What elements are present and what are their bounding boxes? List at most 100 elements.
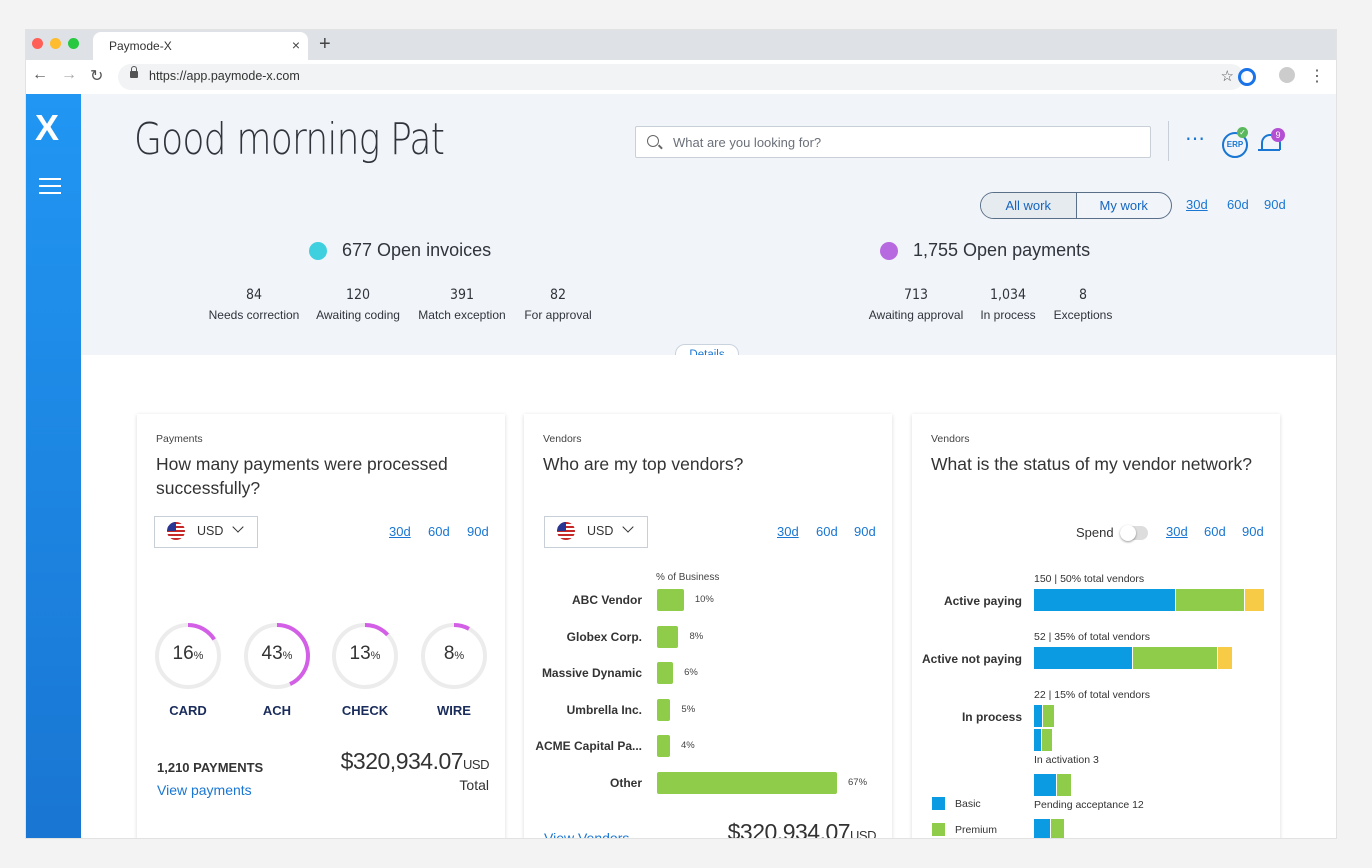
summary-header: Good morning Pat What are you looking fo… xyxy=(81,94,1336,366)
ring-check[interactable]: 13% CHECK xyxy=(330,621,400,718)
currency-select[interactable]: USD xyxy=(544,516,648,548)
vendor-row[interactable]: Umbrella Inc. 5% xyxy=(524,698,884,721)
vendor-row[interactable]: ABC Vendor 10% xyxy=(524,589,884,611)
network-range-60d[interactable]: 60d xyxy=(1204,524,1226,539)
vendors-range-60d[interactable]: 60d xyxy=(816,524,838,539)
vendor-bar xyxy=(657,625,679,648)
vendor-name: Globex Corp. xyxy=(566,629,642,644)
bookmark-star-icon[interactable]: ☆ xyxy=(1220,68,1234,85)
header-divider xyxy=(1168,121,1169,161)
ring-label: ACH xyxy=(262,703,292,718)
invoices-dot xyxy=(309,242,327,260)
view-payments-link[interactable]: View payments xyxy=(157,782,252,798)
reload-icon[interactable]: ↻ xyxy=(90,68,104,85)
network-subrow-bar[interactable] xyxy=(1034,729,1052,751)
ring-label: WIRE xyxy=(437,703,471,718)
new-tab-icon[interactable]: + xyxy=(319,33,331,55)
browser-tab[interactable]: Paymode-X × xyxy=(93,32,308,60)
header-range-90d[interactable]: 90d xyxy=(1264,197,1286,212)
payments-count: 1,210 PAYMENTS xyxy=(157,760,264,775)
stat-needs-correction[interactable]: 84 Needs correction xyxy=(208,287,300,322)
ring-label: CARD xyxy=(169,703,207,718)
extension-icon[interactable] xyxy=(1238,68,1256,86)
network-range-90d[interactable]: 90d xyxy=(1242,524,1264,539)
ring-percent: 43% xyxy=(261,643,293,664)
vendor-name: ACME Capital Pa... xyxy=(535,739,642,754)
legend-premium-label: Premium xyxy=(955,824,998,836)
vendor-row[interactable]: Other 67% xyxy=(524,772,884,794)
all-work-option[interactable]: All work xyxy=(981,193,1077,218)
profile-avatar[interactable] xyxy=(1279,67,1295,83)
stat-awaiting-approval[interactable]: 713 Awaiting approval xyxy=(868,287,964,322)
tab-close-icon[interactable]: × xyxy=(291,37,300,53)
minimize-window-button[interactable] xyxy=(50,38,61,49)
forward-icon[interactable]: → xyxy=(61,66,77,83)
payments-range-30d[interactable]: 30d xyxy=(389,524,411,539)
vendor-name: Other xyxy=(609,776,642,790)
search-icon xyxy=(647,135,659,147)
payments-range-60d[interactable]: 60d xyxy=(428,524,450,539)
network-range-30d[interactable]: 30d xyxy=(1166,524,1188,539)
network-row-bar[interactable] xyxy=(1034,589,1264,611)
network-bar-segment xyxy=(1132,647,1218,669)
network-bar-segment xyxy=(1174,589,1245,611)
header-range-60d[interactable]: 60d xyxy=(1227,197,1249,212)
network-row-caption: 150 | 50% total vendors xyxy=(1034,573,1145,585)
currency-value: USD xyxy=(197,524,224,538)
erp-sync-icon[interactable]: ERP xyxy=(1222,132,1248,158)
vendor-name: ABC Vendor xyxy=(571,593,642,607)
ring-ach[interactable]: 43% ACH xyxy=(242,621,312,718)
vendor-bar xyxy=(657,735,670,758)
stat-match-exception[interactable]: 391 Match exception xyxy=(418,287,506,322)
vendor-row[interactable]: ACME Capital Pa... 4% xyxy=(524,735,884,758)
vendor-name: Umbrella Inc. xyxy=(566,702,642,717)
ring-chart xyxy=(244,623,310,689)
us-flag-icon xyxy=(557,522,575,540)
stat-exceptions[interactable]: 8 Exceptions xyxy=(1053,287,1113,322)
close-window-button[interactable] xyxy=(32,38,43,49)
vendor-percent: 67% xyxy=(848,777,868,788)
vendor-row[interactable]: Globex Corp. 8% xyxy=(524,625,884,648)
vendor-network-card: Vendors What is the status of my vendor … xyxy=(912,414,1280,838)
search-placeholder: What are you looking for? xyxy=(673,135,822,150)
my-work-option[interactable]: My work xyxy=(1099,198,1148,213)
browser-menu-icon[interactable]: ⋮ xyxy=(1309,68,1325,85)
network-row-title: In process xyxy=(961,710,1022,724)
card-title: Who are my top vendors? xyxy=(543,454,744,474)
network-bar-segment xyxy=(1041,705,1054,727)
chevron-down-icon xyxy=(622,521,634,533)
network-row-bar[interactable] xyxy=(1034,705,1054,727)
search-input[interactable]: What are you looking for? xyxy=(635,126,1151,158)
view-vendors-link[interactable]: View Vendors xyxy=(544,830,630,838)
omnibox[interactable]: https://app.paymode-x.com ☆ xyxy=(118,64,1244,90)
more-options-icon[interactable]: ⋯ xyxy=(1185,128,1206,150)
menu-hamburger-icon[interactable] xyxy=(39,178,61,199)
vendors-range-90d[interactable]: 90d xyxy=(854,524,876,539)
vendor-percent: 6% xyxy=(684,667,698,679)
stat-for-approval[interactable]: 82 For approval xyxy=(524,287,592,322)
ring-percent: 16% xyxy=(172,643,204,664)
stat-awaiting-coding[interactable]: 120 Awaiting coding xyxy=(316,287,400,322)
ring-percent: 8% xyxy=(443,643,465,664)
ring-chart xyxy=(421,623,487,689)
back-icon[interactable]: ← xyxy=(32,66,48,83)
vendor-name: Massive Dynamic xyxy=(541,666,642,681)
stat-in-process[interactable]: 1,034 In process xyxy=(980,287,1036,322)
dashboard-cards: Payments How many payments were processe… xyxy=(81,355,1336,838)
ring-card[interactable]: 16% CARD xyxy=(153,621,223,718)
payments-range-90d[interactable]: 90d xyxy=(467,524,489,539)
app-sidebar: X xyxy=(26,94,81,838)
vendors-range-30d[interactable]: 30d xyxy=(777,524,799,539)
open-invoices-title[interactable]: 677 Open invoices xyxy=(342,240,492,260)
spend-toggle[interactable] xyxy=(1120,525,1148,541)
open-payments-title[interactable]: 1,755 Open payments xyxy=(913,240,1091,260)
network-subrow-bar[interactable] xyxy=(1034,774,1071,796)
network-row-bar[interactable] xyxy=(1034,647,1232,669)
paymode-logo[interactable]: X xyxy=(35,107,60,148)
vendor-row[interactable]: Massive Dynamic 6% xyxy=(524,662,884,685)
header-range-30d[interactable]: 30d xyxy=(1186,197,1208,212)
maximize-window-button[interactable] xyxy=(68,38,79,49)
ring-wire[interactable]: 8% WIRE xyxy=(419,621,489,718)
currency-select[interactable]: USD xyxy=(154,516,258,548)
network-subrow-bar[interactable] xyxy=(1034,819,1064,838)
